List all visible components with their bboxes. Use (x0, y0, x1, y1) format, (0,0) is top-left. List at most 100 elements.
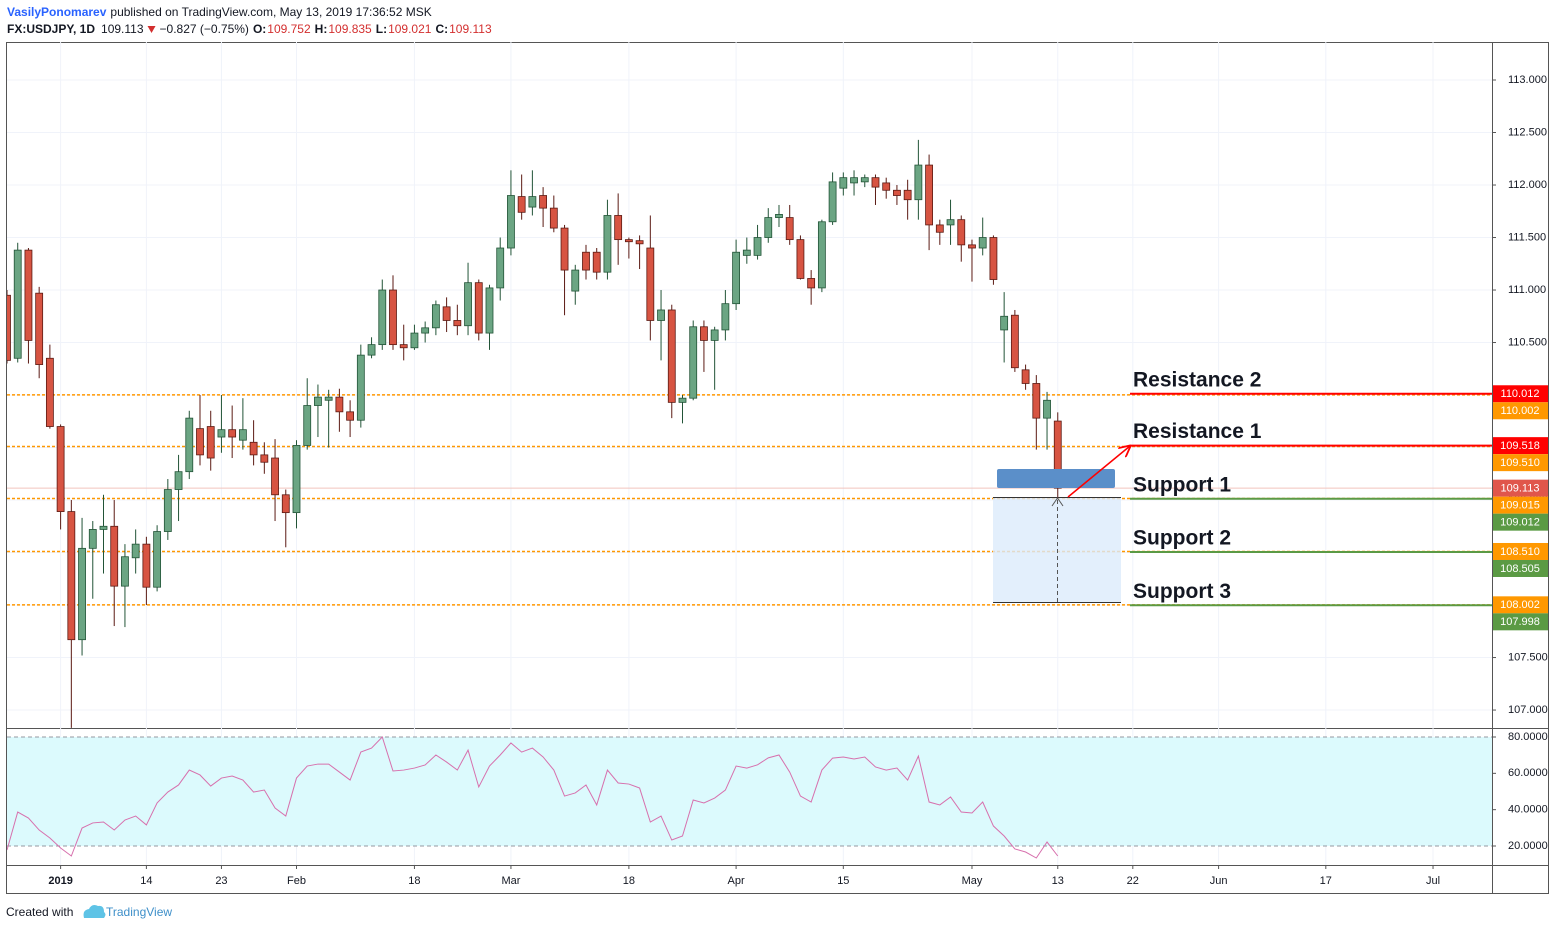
rsi-tick-label: 60.0000 (1508, 767, 1548, 779)
price-label-box (1493, 454, 1548, 472)
price-label: 110.002 (1501, 405, 1540, 417)
brand: TradingView (106, 905, 172, 919)
price-label: 110.012 (1501, 388, 1540, 400)
level-name: Support 1 (1133, 473, 1231, 496)
rsi-tick-label: 20.0000 (1508, 840, 1548, 852)
candle-body (582, 251, 590, 271)
y-tick-label: 107.500 (1508, 651, 1548, 663)
rsi-tick-label: 40.0000 (1508, 804, 1548, 816)
candle-body (314, 396, 322, 406)
candle-body (260, 454, 269, 463)
candle-body (99, 525, 108, 530)
candles (7, 139, 1062, 728)
y-tick-label: 111.000 (1508, 284, 1546, 296)
candle-body (624, 239, 633, 243)
y-tick-label: 112.500 (1508, 126, 1547, 138)
candle-body (775, 214, 783, 218)
candle-body (560, 227, 569, 271)
candle-body (421, 327, 430, 334)
candle-body (1000, 315, 1009, 331)
candle-body (56, 426, 65, 512)
candle-body (378, 289, 387, 346)
candle-body (893, 189, 901, 196)
x-tick-label: Jul (1426, 875, 1440, 887)
candle-body (732, 251, 740, 305)
x-tick-label: 18 (623, 875, 635, 887)
candle-body (721, 303, 730, 331)
candle-body (7, 294, 11, 361)
x-tick-label: 17 (1320, 875, 1332, 887)
price-label-box (1493, 385, 1548, 403)
candle-body (700, 326, 708, 341)
x-tick-label: Mar (501, 875, 520, 887)
footer: Created with TradingView (6, 905, 172, 919)
price-label: 109.012 (1500, 517, 1540, 529)
author: VasilyPonomarev (7, 5, 107, 19)
x-tick-label: 15 (837, 875, 849, 887)
candle-body (238, 429, 247, 441)
price-label-box (1493, 402, 1548, 420)
candle-body (431, 304, 440, 329)
price-label-box (1493, 496, 1548, 514)
price-label: 109.510 (1500, 457, 1540, 469)
price-label: 108.505 (1500, 563, 1540, 575)
candle-body (528, 196, 537, 208)
candle-body (635, 240, 644, 245)
candle-body (614, 215, 623, 241)
candle-body (442, 306, 451, 321)
price-label-box (1493, 596, 1548, 614)
candle-body (1053, 420, 1062, 489)
candle-body (742, 249, 751, 256)
candle-body (1021, 369, 1030, 384)
x-tick-label: Apr (728, 875, 745, 887)
candle-body (957, 219, 966, 246)
candle-body (689, 326, 698, 399)
y-tick-label: 107.000 (1508, 704, 1548, 716)
price-label-box (1493, 437, 1548, 455)
candle-body (1032, 383, 1041, 419)
candle-body (346, 411, 355, 421)
price-label: 107.998 (1500, 616, 1540, 628)
candle-body (121, 556, 129, 587)
candle-body (839, 177, 848, 189)
rsi-tick-label: 80.0000 (1508, 731, 1548, 743)
candle-body (453, 320, 462, 327)
rsi-pane: 20.0000 40.0000 60.0000 80.0000 (7, 731, 1548, 859)
low-value: 109.021 (388, 22, 432, 36)
candle-body (35, 292, 44, 365)
candle-body (271, 457, 279, 496)
price-label-box (1493, 513, 1548, 531)
high-value: 109.835 (328, 22, 372, 36)
candle-body (153, 531, 162, 588)
candle-body (1043, 399, 1051, 419)
x-tick-label: 2019 (48, 875, 72, 887)
last-price: 109.113 (101, 22, 144, 36)
level-name: Support 2 (1133, 527, 1231, 550)
candle-body (45, 357, 54, 427)
candle-body (228, 429, 237, 438)
candle-body (657, 309, 665, 321)
candle-body (389, 289, 397, 346)
candle-body (174, 471, 183, 490)
down-triangle (147, 26, 156, 33)
candle-body (13, 249, 22, 359)
candle-body (399, 344, 408, 349)
x-tick-label: 22 (1127, 875, 1139, 887)
low-label: L: (376, 22, 387, 36)
x-tick-label: 14 (140, 875, 152, 887)
candle-body (67, 511, 76, 641)
level-name: Support 3 (1133, 580, 1231, 603)
candle-body (1010, 314, 1019, 369)
candle-body (646, 247, 655, 321)
candle-body (206, 426, 215, 459)
candle-body (356, 354, 365, 421)
x-tick-label: 23 (215, 875, 227, 887)
candle-body (142, 543, 151, 588)
candle-body (925, 164, 933, 226)
open-label: O: (253, 22, 266, 36)
change: −0.827 (−0.75%) (160, 22, 249, 36)
y-tick-label: 113.000 (1508, 74, 1547, 86)
candle-body (131, 543, 140, 559)
